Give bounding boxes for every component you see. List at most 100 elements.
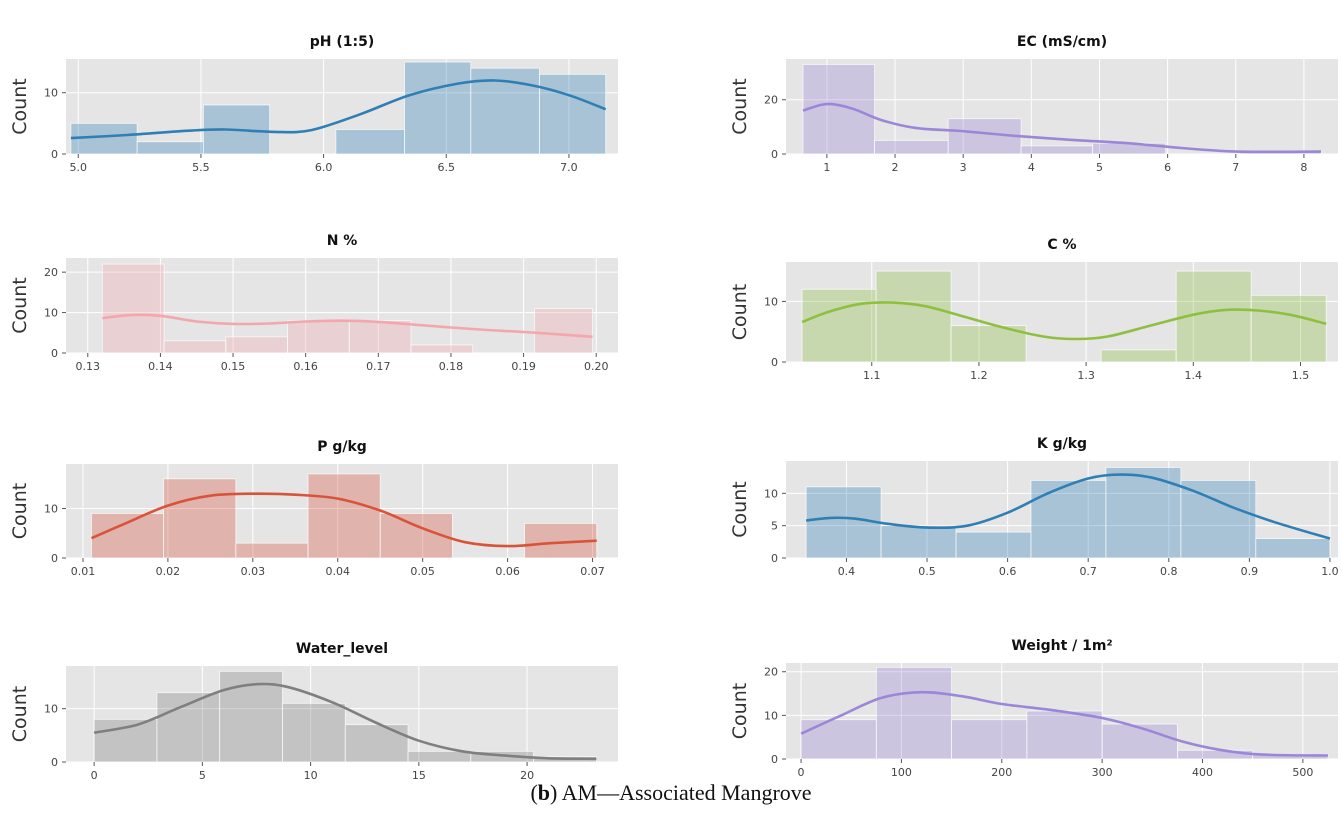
chart-panel-1: 5.0 5.5 6.0 6.5 7.0 0 10 pH (1:5) Count	[9, 34, 618, 174]
y-tick-label: 0	[51, 756, 58, 769]
histogram-bar	[950, 325, 1027, 363]
y-axis-label: Count	[9, 483, 31, 539]
chart-title: C %	[1047, 237, 1076, 253]
y-tick-label: 0	[771, 753, 778, 766]
chart-title: Weight / 1m²	[1011, 638, 1112, 654]
x-tick-label: 1.2	[970, 369, 988, 382]
x-tick-label: 0.5	[918, 565, 936, 578]
x-tick-label: 7	[1232, 161, 1239, 174]
x-tick-label: 4	[1028, 161, 1035, 174]
plot-background	[786, 461, 1338, 558]
y-axis-label: Count	[729, 481, 751, 537]
x-tick-label: 0.16	[293, 360, 318, 373]
chart-title: P g/kg	[317, 439, 367, 455]
x-tick-label: 3	[960, 161, 967, 174]
histogram-bar	[1105, 467, 1182, 559]
x-tick-label: 0.01	[71, 565, 96, 578]
y-tick-label: 0	[771, 356, 778, 369]
histogram-bar	[93, 718, 158, 763]
histogram-bar	[1177, 749, 1254, 760]
y-tick-label: 20	[44, 266, 58, 279]
x-tick-label: 0.13	[76, 360, 101, 373]
y-tick-label: 0	[51, 552, 58, 565]
x-tick-label: 10	[304, 769, 318, 782]
histogram-bar	[1180, 479, 1257, 559]
histogram-bar	[335, 129, 405, 155]
x-tick-label: 5.5	[192, 161, 210, 174]
x-tick-label: 1	[823, 161, 830, 174]
chart-panel-2: 1 2 3 4 5 6 7 8 0 20 EC (mS/cm) Count	[729, 34, 1338, 174]
kde-curve	[93, 682, 597, 761]
chart-panel-6: 0.4 0.5 0.6 0.7 0.8 0.9 1.0 0 5 10 K g/kg Count	[729, 436, 1339, 578]
histogram-bar	[344, 724, 409, 763]
histogram-bar	[1255, 538, 1331, 559]
histogram-bar	[410, 344, 474, 354]
plot-background	[66, 666, 618, 762]
y-tick-label: 10	[44, 503, 58, 516]
histogram-bar	[348, 320, 412, 354]
y-tick-label: 0	[771, 148, 778, 161]
plot-background	[66, 258, 618, 353]
x-tick-label: 2	[892, 161, 899, 174]
figure-caption: (b) AM—Associated Mangrove	[530, 780, 812, 805]
histogram-bar	[163, 478, 237, 559]
y-tick-label: 20	[764, 666, 778, 679]
x-tick-label: 0.17	[366, 360, 391, 373]
histogram-bar	[1101, 723, 1178, 760]
x-tick-label: 0.14	[148, 360, 173, 373]
kde-curve	[70, 79, 607, 140]
histogram-bar	[235, 542, 309, 559]
x-tick-label: 0	[91, 769, 98, 782]
x-tick-label: 0.07	[580, 565, 605, 578]
chart-panel-4: 1.1 1.2 1.3 1.4 1.5 0 10 C % Count	[729, 237, 1338, 382]
histogram-bar	[534, 308, 593, 354]
plot-background	[786, 262, 1338, 362]
x-tick-label: 6.0	[315, 161, 333, 174]
histogram-bar	[404, 61, 472, 155]
histogram-bar	[802, 64, 875, 155]
histogram-bar	[801, 288, 877, 363]
x-tick-label: 0.05	[410, 565, 435, 578]
x-tick-label: 200	[991, 766, 1012, 779]
x-tick-label: 15	[412, 769, 426, 782]
histogram-bar	[91, 513, 165, 559]
y-axis-label: Count	[9, 277, 31, 333]
histogram-bar	[800, 719, 877, 760]
x-tick-label: 400	[1192, 766, 1213, 779]
histogram-bar	[470, 67, 540, 155]
chart-title: pH (1:5)	[310, 34, 375, 50]
histogram-bar	[875, 270, 952, 363]
y-axis-label: Count	[729, 284, 751, 340]
chart-title: EC (mS/cm)	[1017, 34, 1107, 50]
x-tick-label: 5	[1096, 161, 1103, 174]
kde-curve	[800, 690, 1329, 757]
x-tick-label: 0.02	[156, 565, 181, 578]
kde-curve	[801, 301, 1327, 341]
histogram-bar	[875, 666, 952, 760]
kde-curve	[102, 313, 593, 339]
plot-background	[66, 59, 618, 154]
x-tick-label: 0.06	[495, 565, 520, 578]
x-tick-label: 0.7	[1079, 565, 1097, 578]
kde-curve	[802, 102, 1322, 154]
y-tick-label: 10	[44, 307, 58, 320]
plot-background	[66, 464, 618, 558]
x-tick-label: 1.4	[1185, 369, 1203, 382]
chart-panel-8: 0 100 200 300 400 500 0 10 20 Weight / 1m² Count	[729, 638, 1338, 779]
y-tick-label: 10	[44, 87, 58, 100]
x-tick-label: 0.20	[584, 360, 609, 373]
x-tick-label: 0.04	[326, 565, 351, 578]
y-tick-label: 0	[51, 148, 58, 161]
chart-panel-7: 0 5 10 15 20 0 10 Water_level Count	[9, 641, 618, 782]
caption-text: AM—Associated Mangrove	[561, 780, 812, 805]
x-tick-label: 1.3	[1077, 369, 1095, 382]
x-tick-label: 0.03	[241, 565, 266, 578]
chart-panel-3: 0.13 0.14 0.15 0.16 0.17 0.18 0.19 0.20 0 10 20 N %…	[9, 233, 618, 373]
histogram-bar	[219, 670, 283, 763]
kde-curve	[90, 492, 597, 548]
y-tick-label: 0	[771, 552, 778, 565]
histogram-bar	[539, 73, 607, 155]
y-axis-label: Count	[9, 78, 31, 134]
histogram-bar	[951, 719, 1028, 760]
